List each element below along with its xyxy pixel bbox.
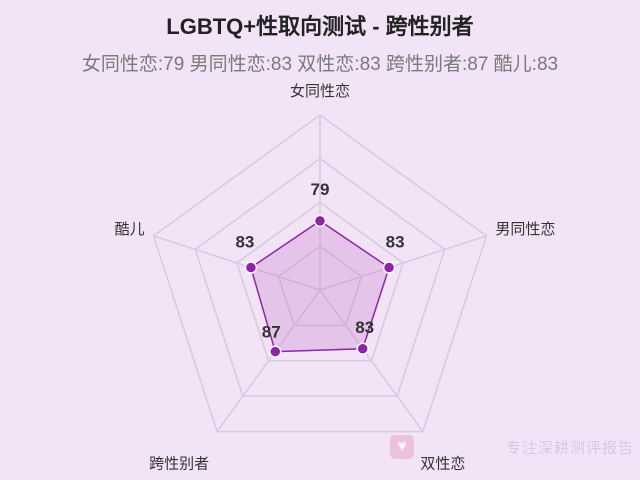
chart-title: LGBTQ+性取向测试 - 跨性别者: [166, 14, 474, 39]
grid-ring: [277, 245, 363, 327]
value-label: 83: [386, 233, 405, 252]
radar-grid: [152, 114, 488, 433]
data-point: [382, 261, 396, 274]
grid-ring: [194, 157, 446, 397]
axis-label: 双性恋: [420, 454, 465, 472]
grid-ring: [152, 114, 488, 433]
value-label: 87: [262, 323, 281, 342]
value-label: 79: [311, 180, 330, 199]
value-label: 83: [235, 233, 254, 252]
watermark-text: 专注深耕测评报告: [506, 438, 635, 457]
data-point: [313, 214, 327, 228]
data-point: [269, 345, 282, 358]
radar-value-labels: 79 83 83 87 83: [235, 180, 404, 342]
radar-series: [250, 220, 390, 353]
grid-ring: [235, 201, 405, 362]
axis-label: 女同性恋: [290, 82, 350, 100]
data-point: [244, 261, 258, 274]
axis-spoke: [319, 289, 424, 433]
axis-label: 男同性恋: [495, 220, 555, 238]
axis-label: 酷儿: [115, 221, 145, 238]
heart-icon: ♥: [390, 435, 414, 459]
axis-spoke: [216, 289, 321, 433]
data-point: [356, 342, 369, 356]
watermark: ♥ 专注深耕测评报告: [390, 434, 634, 460]
radar-points: [244, 214, 396, 358]
chart-subtitle: 女同性恋:79 男同性恋:83 双性恋:83 跨性别者:87 酷儿:83: [81, 54, 559, 75]
axis-label: 跨性别者: [149, 455, 209, 472]
series-area: [250, 220, 390, 353]
value-label: 83: [355, 318, 374, 337]
radar-spokes: [153, 115, 487, 433]
axis-spoke: [153, 235, 321, 291]
axis-spoke: [319, 235, 487, 291]
